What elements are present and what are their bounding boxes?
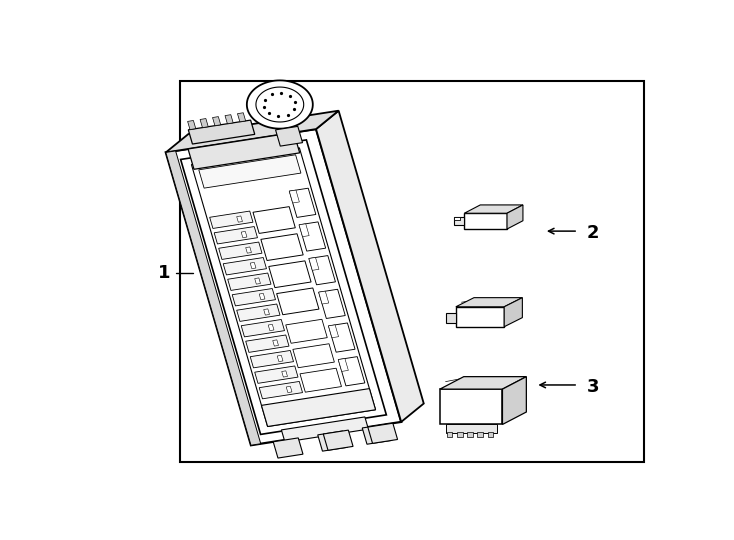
Polygon shape: [247, 80, 313, 129]
Polygon shape: [246, 335, 289, 353]
Polygon shape: [504, 298, 523, 327]
Polygon shape: [225, 114, 233, 124]
Polygon shape: [286, 386, 292, 393]
Polygon shape: [457, 432, 462, 437]
Polygon shape: [250, 262, 256, 268]
Polygon shape: [246, 247, 252, 253]
Polygon shape: [259, 293, 265, 300]
Polygon shape: [454, 217, 465, 225]
Polygon shape: [192, 148, 376, 427]
Polygon shape: [241, 232, 247, 238]
Text: 2: 2: [586, 224, 599, 242]
Polygon shape: [236, 304, 280, 321]
Polygon shape: [477, 432, 483, 437]
Polygon shape: [487, 432, 493, 437]
Polygon shape: [293, 344, 335, 368]
Polygon shape: [273, 438, 303, 458]
Polygon shape: [261, 389, 376, 427]
Polygon shape: [465, 205, 523, 213]
Polygon shape: [236, 216, 242, 222]
Polygon shape: [189, 120, 255, 144]
Polygon shape: [200, 119, 208, 127]
Polygon shape: [268, 325, 274, 330]
Polygon shape: [261, 234, 303, 260]
Polygon shape: [456, 307, 504, 327]
Polygon shape: [503, 377, 526, 424]
Polygon shape: [277, 288, 319, 315]
Text: 3: 3: [586, 378, 599, 396]
Polygon shape: [213, 117, 221, 126]
Polygon shape: [319, 291, 329, 304]
Polygon shape: [323, 430, 353, 450]
Polygon shape: [286, 319, 327, 343]
Polygon shape: [319, 289, 345, 319]
Polygon shape: [309, 255, 335, 285]
Polygon shape: [255, 278, 261, 284]
Polygon shape: [468, 432, 473, 437]
Polygon shape: [255, 366, 298, 383]
Polygon shape: [300, 368, 341, 392]
Text: 1: 1: [158, 264, 170, 282]
Polygon shape: [188, 120, 196, 130]
Polygon shape: [338, 359, 349, 372]
Polygon shape: [214, 227, 258, 244]
Polygon shape: [232, 288, 275, 306]
Polygon shape: [228, 273, 271, 291]
Polygon shape: [188, 132, 299, 170]
Polygon shape: [289, 188, 316, 218]
Polygon shape: [299, 224, 309, 237]
Polygon shape: [166, 151, 261, 446]
Polygon shape: [289, 190, 299, 203]
Polygon shape: [250, 350, 294, 368]
Polygon shape: [259, 381, 302, 399]
Polygon shape: [256, 87, 304, 122]
Polygon shape: [329, 323, 355, 352]
Polygon shape: [329, 325, 338, 338]
Polygon shape: [309, 258, 319, 271]
Polygon shape: [368, 423, 398, 443]
Polygon shape: [507, 205, 523, 229]
Polygon shape: [273, 340, 278, 346]
Polygon shape: [181, 140, 386, 434]
Polygon shape: [253, 207, 295, 233]
Polygon shape: [223, 258, 266, 275]
Polygon shape: [166, 111, 338, 152]
Polygon shape: [281, 417, 368, 442]
Polygon shape: [199, 155, 301, 188]
Polygon shape: [166, 129, 401, 446]
Polygon shape: [238, 113, 246, 122]
Polygon shape: [277, 355, 283, 362]
Polygon shape: [219, 242, 262, 259]
Polygon shape: [446, 313, 456, 323]
Polygon shape: [241, 320, 285, 337]
Polygon shape: [210, 211, 253, 228]
Polygon shape: [440, 389, 503, 424]
Polygon shape: [264, 309, 269, 315]
Polygon shape: [180, 82, 644, 462]
Polygon shape: [465, 213, 507, 229]
Polygon shape: [440, 377, 526, 389]
Polygon shape: [318, 431, 347, 451]
Polygon shape: [338, 356, 365, 386]
Polygon shape: [316, 111, 424, 422]
Polygon shape: [282, 371, 288, 377]
Polygon shape: [456, 298, 523, 307]
Polygon shape: [269, 261, 311, 288]
Polygon shape: [275, 126, 302, 146]
Polygon shape: [446, 424, 497, 433]
Polygon shape: [454, 217, 459, 220]
Polygon shape: [363, 424, 392, 444]
Polygon shape: [447, 432, 452, 437]
Polygon shape: [299, 222, 326, 251]
